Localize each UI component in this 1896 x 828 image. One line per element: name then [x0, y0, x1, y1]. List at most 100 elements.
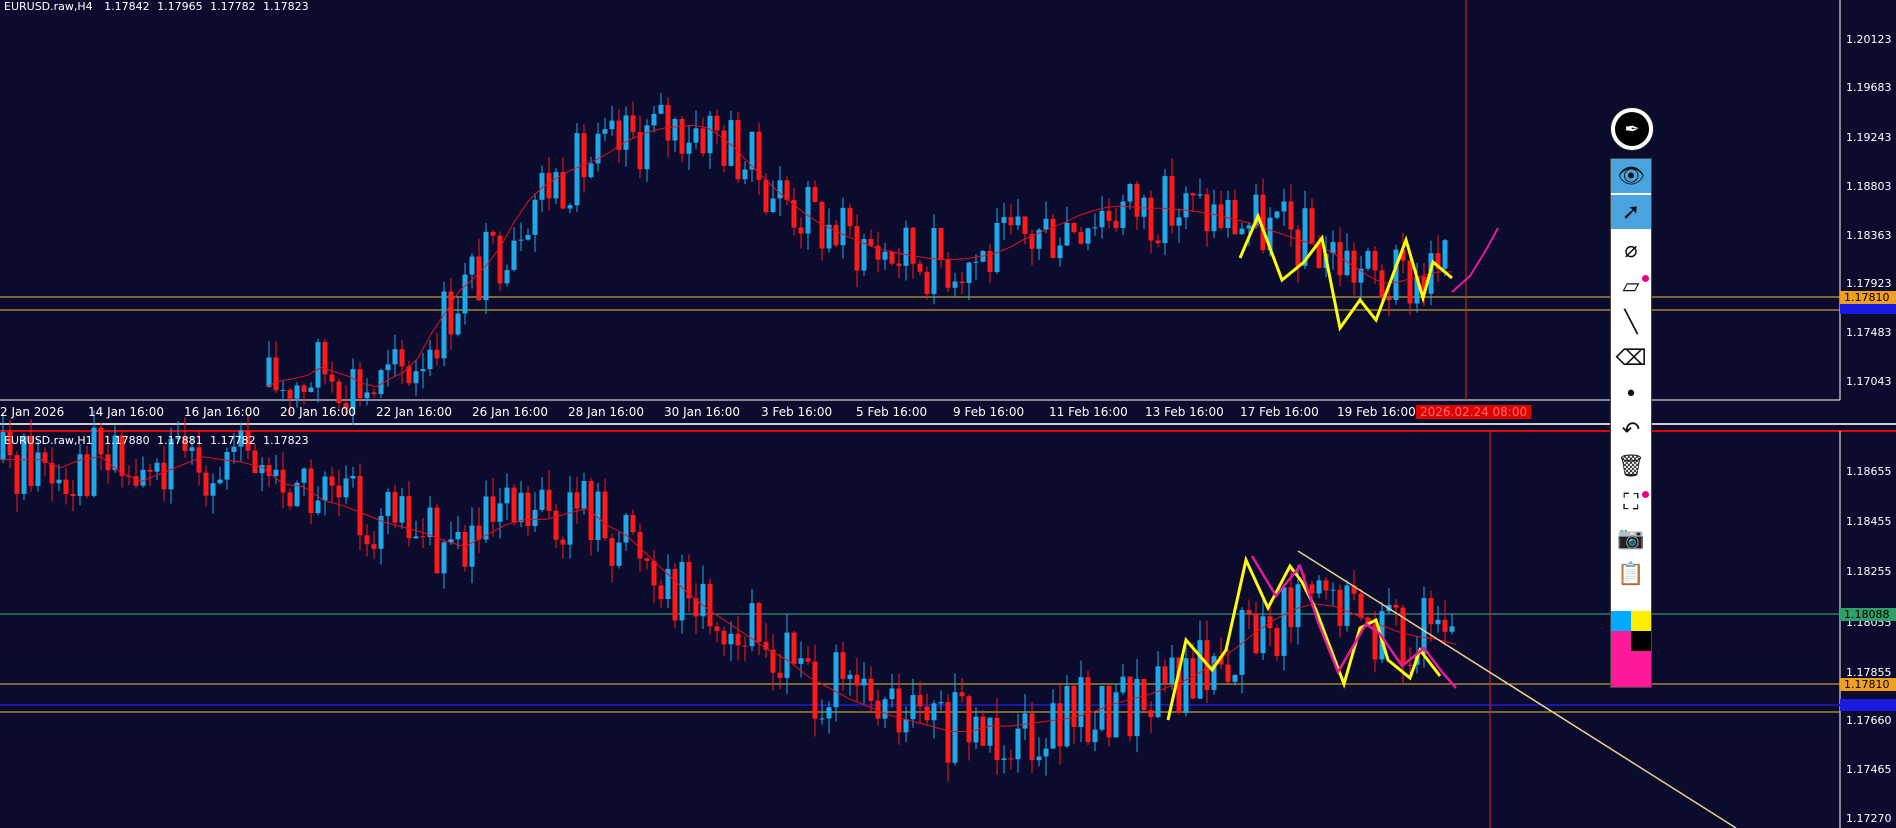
top-candle-body	[700, 128, 706, 154]
bottom-candle-body	[70, 493, 76, 497]
top-ytick-label: 1.19243	[1846, 131, 1892, 144]
top-candle-body	[693, 128, 699, 143]
color-swatch-pink[interactable]	[1611, 631, 1631, 651]
top-xtick-label: 3 Feb 16:00	[761, 405, 833, 419]
bottom-candle-body	[385, 491, 391, 517]
bottom-candle-body	[826, 707, 832, 719]
bottom-candle-body	[833, 652, 839, 708]
top-candle-body	[973, 261, 979, 263]
top-candle-body	[1015, 216, 1021, 226]
top-candle-body	[308, 387, 314, 392]
dot-icon[interactable]: •	[1624, 381, 1638, 407]
bottom-candle-body	[518, 492, 524, 523]
top-candle-body	[994, 222, 1000, 272]
top-candle-body	[490, 231, 496, 236]
color-swatch-blue[interactable]	[1611, 611, 1631, 631]
eye-icon[interactable]: 👁	[1611, 159, 1651, 193]
bottom-candle-body	[336, 485, 342, 498]
top-candle-body	[539, 172, 545, 200]
compass-icon[interactable]: ⌀	[1624, 237, 1638, 263]
top-candle-body	[861, 239, 867, 271]
bottom-candle-body	[273, 469, 279, 476]
bottom-ytick-label: 1.17855	[1846, 666, 1892, 679]
top-xtick-label: 16 Jan 16:00	[184, 405, 260, 419]
top-candle-body	[938, 228, 944, 261]
trash-icon[interactable]: 🗑	[1617, 453, 1645, 479]
top-candle-body	[1071, 222, 1077, 233]
bottom-candle-body	[546, 489, 552, 511]
top-candle-body	[273, 357, 279, 391]
line-icon[interactable]: ╲	[1624, 309, 1638, 335]
cursor-icon[interactable]: ➚	[1611, 195, 1651, 229]
bottom-candle-body	[1344, 585, 1350, 626]
bottom-candle-body	[875, 700, 881, 719]
top-candle-body	[882, 251, 888, 260]
color-swatch-yellow[interactable]	[1631, 611, 1651, 631]
bottom-candle-body	[224, 452, 230, 480]
bottom-candle-body	[329, 476, 335, 486]
top-candle-body	[1106, 210, 1112, 221]
bottom-candle-body	[1183, 658, 1189, 713]
presentation-color-dot	[1642, 491, 1649, 498]
bottom-candle-body	[665, 568, 671, 600]
bottom-candle-body	[595, 491, 601, 540]
top-candle-body	[630, 115, 636, 133]
bottom-candle-body	[497, 503, 503, 522]
top-candle-body	[1365, 250, 1371, 269]
clipboard-icon[interactable]: 📋	[1617, 561, 1645, 587]
top-candle-body	[1316, 242, 1322, 269]
bottom-zigzag-pink[interactable]	[1250, 555, 1457, 689]
bottom-candle-body	[1421, 598, 1427, 654]
top-candle-body	[966, 262, 972, 283]
top-blue-price-tag	[1840, 304, 1896, 314]
top-candle-body	[707, 115, 713, 154]
bottom-pane-title: EURUSD.raw,H1 1.17880 1.17881 1.17782 1.…	[4, 434, 313, 447]
camera-icon[interactable]: 📷	[1617, 525, 1645, 551]
pen-nib-button[interactable]: ✒	[1610, 107, 1654, 151]
bottom-candle-body	[112, 435, 118, 471]
bottom-candle-body	[686, 561, 692, 599]
bottom-candle-body	[1295, 584, 1301, 628]
top-candle-body	[1253, 194, 1259, 226]
bottom-candle-body	[1400, 607, 1406, 665]
top-ytick-label: 1.17923	[1846, 277, 1892, 290]
color-swatch-black[interactable]	[1631, 631, 1651, 651]
bottom-candle-body	[1015, 728, 1021, 760]
top-candle-body	[441, 291, 447, 359]
top-xtick-label: 9 Feb 16:00	[953, 405, 1025, 419]
top-candle-body	[399, 349, 405, 367]
presentation-icon[interactable]: ⛶	[1611, 485, 1651, 519]
top-candle-body	[1078, 232, 1084, 244]
top-candle-body	[1022, 216, 1028, 235]
color-swatch-active[interactable]	[1611, 651, 1651, 687]
bottom-trendline[interactable]	[1297, 550, 1737, 828]
top-candle-body	[287, 389, 293, 399]
top-projection-drawing[interactable]	[1451, 227, 1499, 293]
highlighter-icon[interactable]: ▱	[1611, 269, 1651, 303]
bottom-candle-body	[812, 661, 818, 719]
top-candle-body	[1337, 242, 1343, 276]
top-candle-body	[1141, 197, 1147, 217]
top-ytick-label: 1.17043	[1846, 375, 1892, 388]
bottom-candle-body	[1078, 677, 1084, 728]
bottom-candle-body	[679, 561, 685, 621]
undo-icon[interactable]: ↶	[1621, 417, 1641, 443]
bottom-candle-body	[609, 538, 615, 566]
bottom-candle-body	[350, 475, 356, 479]
bottom-candle-body	[42, 452, 48, 463]
bottom-candle-body	[567, 492, 573, 545]
bottom-candle-body	[532, 509, 538, 527]
top-zigzag-drawing[interactable]	[1238, 211, 1453, 332]
bottom-candle-body	[651, 560, 657, 586]
top-candle-body	[812, 186, 818, 203]
eraser-icon[interactable]: ⌫	[1615, 345, 1647, 371]
bottom-candle-body	[1022, 713, 1028, 729]
highlighter-color-dot	[1642, 275, 1649, 282]
bottom-candle-body	[861, 678, 867, 686]
top-candle-body	[567, 205, 573, 209]
top-candle-body	[658, 104, 664, 114]
bottom-candle-body	[1281, 587, 1287, 656]
top-candle-body	[868, 239, 874, 246]
top-candle-body	[476, 256, 482, 301]
